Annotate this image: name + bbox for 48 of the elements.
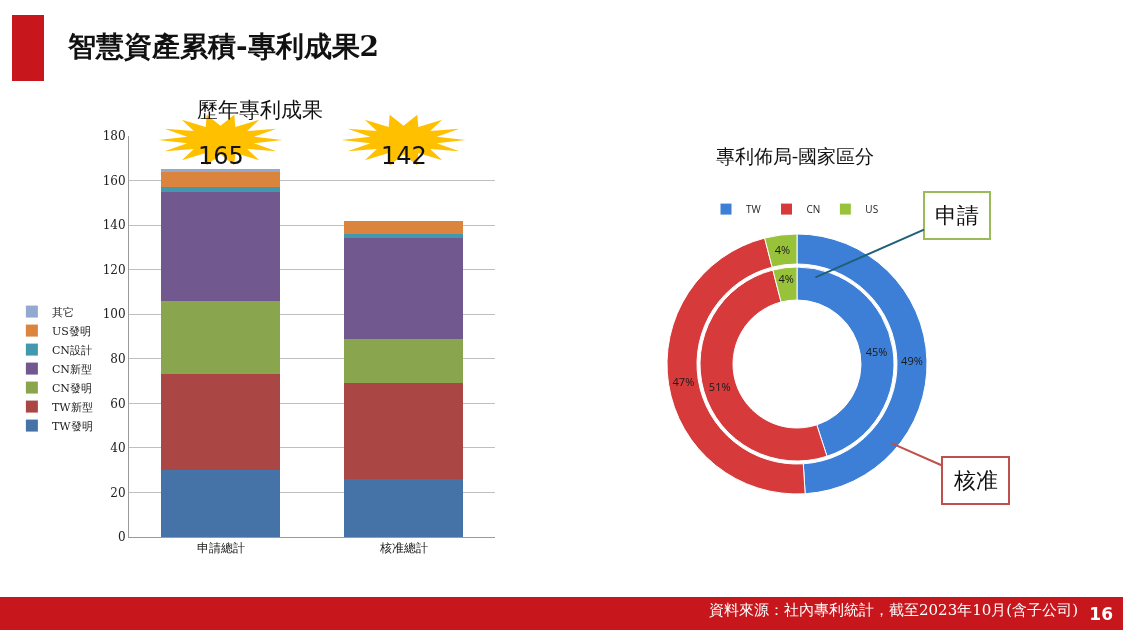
legend-label: US [865, 202, 879, 216]
y-tick-label: 100 [102, 307, 126, 322]
chart-title: 歷年專利成果 [197, 97, 323, 122]
legend-label: CN發明 [51, 381, 92, 395]
y-tick-label: 120 [102, 262, 126, 277]
legend-label: TW [746, 202, 762, 216]
bar [344, 234, 463, 239]
text: 智慧資產累積-專利成果2 [68, 29, 380, 65]
bar [161, 169, 280, 172]
legend-label: US發明 [51, 324, 91, 338]
data-label: 51% [708, 378, 731, 394]
data-label: 45% [865, 343, 888, 359]
text: 16 [1089, 604, 1113, 624]
data-label: 4% [778, 270, 794, 286]
bar [161, 191, 280, 301]
legend-label: TW發明 [51, 419, 93, 433]
chart-title: 專利佈局-國家區分 [715, 144, 875, 167]
legend-label: CN新型 [51, 362, 92, 376]
legend-label: TW新型 [51, 400, 93, 414]
y-tick-label: 0 [117, 530, 126, 545]
bar [344, 238, 463, 339]
y-tick-label: 160 [102, 173, 126, 188]
x-tick-label: 申請總計 [196, 541, 245, 556]
bar [161, 374, 280, 471]
y-tick-label: 80 [110, 351, 126, 366]
y-tick-label: 20 [110, 485, 126, 500]
legend-label: 其它 [51, 305, 74, 319]
data-label: 49% [901, 352, 923, 368]
y-tick-label: 140 [102, 218, 126, 233]
y-tick-label: 60 [110, 396, 126, 411]
bar [161, 470, 280, 537]
bar [161, 171, 280, 188]
slice-label: 核准 [953, 468, 998, 493]
bar [344, 479, 463, 537]
bar [344, 220, 463, 235]
legend-label: CN設計 [51, 343, 92, 357]
bar [344, 338, 463, 384]
bar [161, 300, 280, 375]
y-tick-label: 40 [110, 441, 126, 456]
data-label: 4% [774, 241, 791, 257]
bar [161, 187, 280, 192]
data-label: 47% [672, 374, 695, 390]
source-note: 資料來源：社內專利統計，截至2023年10月(含子公司) [709, 601, 1078, 620]
y-tick-label: 180 [102, 129, 126, 144]
bar [344, 383, 463, 480]
slice-label: 申請 [935, 203, 979, 228]
x-tick-label: 核准總計 [378, 541, 428, 556]
legend-label: CN [806, 202, 821, 216]
